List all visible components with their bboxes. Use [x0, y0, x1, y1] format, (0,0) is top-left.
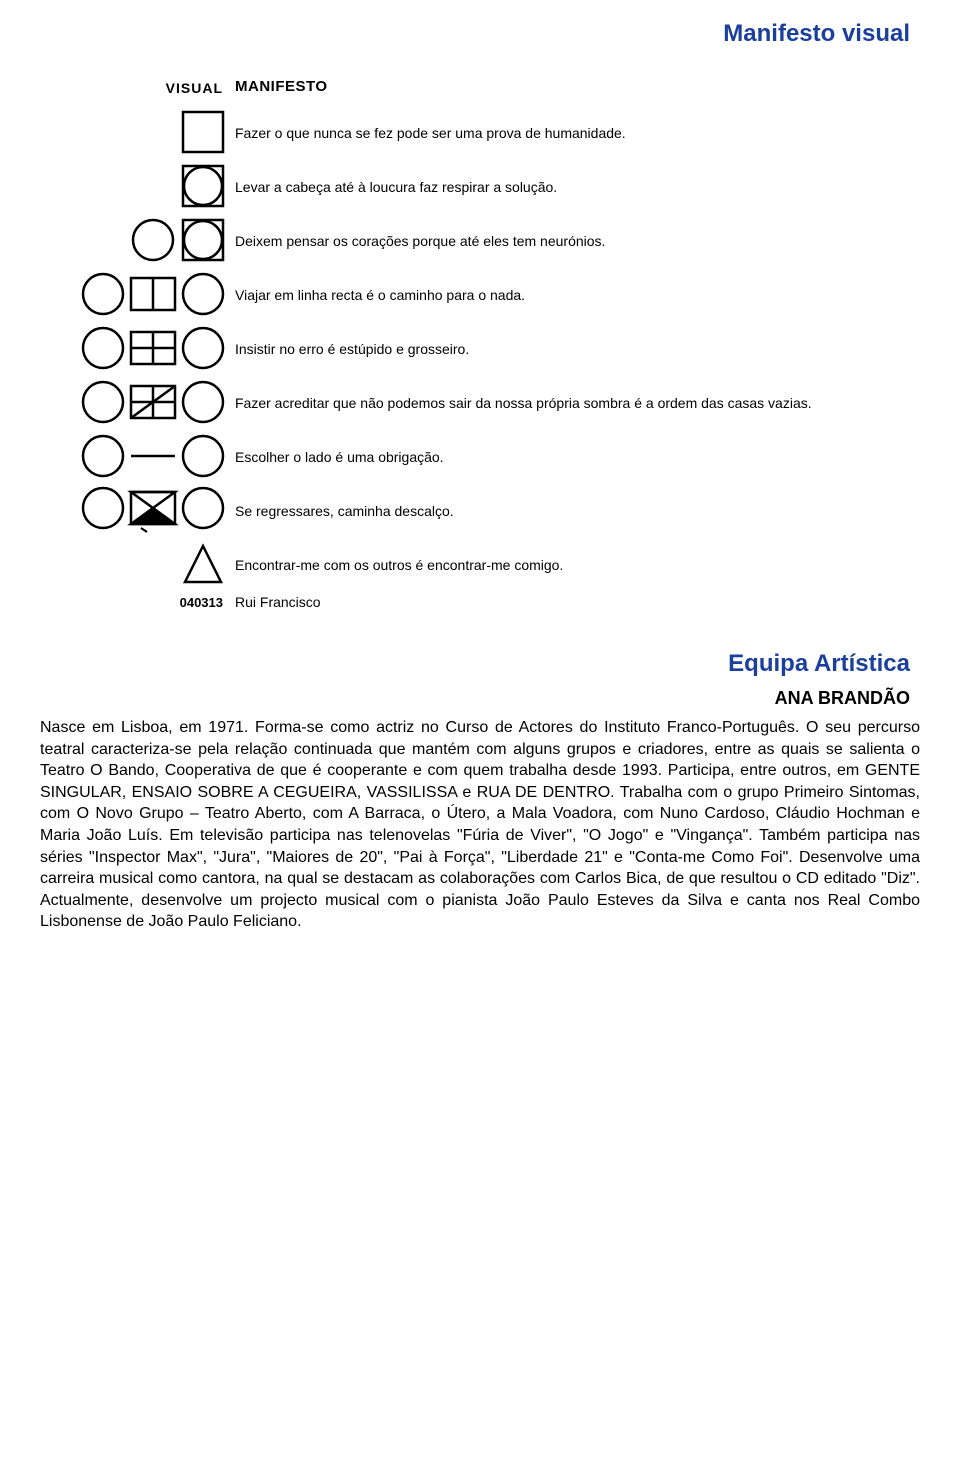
symbol-cell [40, 326, 235, 370]
circle-quadbox-circle-icon [81, 326, 225, 370]
manifesto-row: Se regressares, caminha descalço. [40, 486, 920, 534]
square-circle-icon [181, 164, 225, 208]
row-text: Se regressares, caminha descalço. [235, 500, 920, 520]
row-text: Deixem pensar os corações porque até ele… [235, 230, 920, 250]
page-title: Manifesto visual [40, 20, 910, 48]
symbol-cell [40, 380, 235, 424]
manifesto-row: Fazer acreditar que não podemos sair da … [40, 378, 920, 426]
manifesto-row: Encontrar-me com os outros é encontrar-m… [40, 540, 920, 588]
square-icon [181, 110, 225, 154]
manifesto-footer: 040313 Rui Francisco [40, 594, 920, 610]
manifesto-block: VISUAL MANIFESTO Fazer o que nunca se fe… [40, 78, 920, 610]
circle-hourglass-circle-icon [81, 486, 225, 534]
section-title: Equipa Artística [40, 650, 910, 678]
manifesto-rows: Fazer o que nunca se fez pode ser uma pr… [40, 108, 920, 588]
row-text: Levar a cabeça até à loucura faz respira… [235, 176, 920, 196]
row-text: Insistir no erro é estúpido e grosseiro. [235, 338, 920, 358]
circle-line-circle-icon [81, 434, 225, 478]
manifesto-header-right: MANIFESTO [235, 78, 328, 95]
person-name: ANA BRANDÃO [40, 688, 910, 709]
symbol-cell [40, 272, 235, 316]
manifesto-header-left: VISUAL [40, 78, 235, 96]
triangle-icon [181, 542, 225, 586]
row-text: Fazer o que nunca se fez pode ser uma pr… [235, 122, 920, 142]
row-text: Viajar em linha recta é o caminho para o… [235, 284, 920, 304]
symbol-cell [40, 542, 235, 586]
symbol-cell [40, 486, 235, 534]
manifesto-row: Escolher o lado é uma obrigação. [40, 432, 920, 480]
manifesto-row: Fazer o que nunca se fez pode ser uma pr… [40, 108, 920, 156]
symbol-cell [40, 434, 235, 478]
manifesto-row: Levar a cabeça até à loucura faz respira… [40, 162, 920, 210]
footer-signature: Rui Francisco [235, 594, 321, 610]
symbol-cell [40, 164, 235, 208]
bio-text: Nasce em Lisboa, em 1971. Forma-se como … [40, 717, 920, 933]
manifesto-header: VISUAL MANIFESTO [40, 78, 920, 96]
symbol-cell [40, 218, 235, 262]
footer-date: 040313 [40, 594, 235, 610]
circle-diagbox-circle-icon [81, 380, 225, 424]
symbol-cell [40, 110, 235, 154]
row-text: Escolher o lado é uma obrigação. [235, 446, 920, 466]
row-text: Encontrar-me com os outros é encontrar-m… [235, 554, 920, 574]
manifesto-row: Viajar em linha recta é o caminho para o… [40, 270, 920, 318]
manifesto-row: Insistir no erro é estúpido e grosseiro. [40, 324, 920, 372]
circle-splitbox-circle-icon [81, 272, 225, 316]
circle-squarecircle-icon [131, 218, 225, 262]
manifesto-row: Deixem pensar os corações porque até ele… [40, 216, 920, 264]
row-text: Fazer acreditar que não podemos sair da … [235, 392, 920, 412]
